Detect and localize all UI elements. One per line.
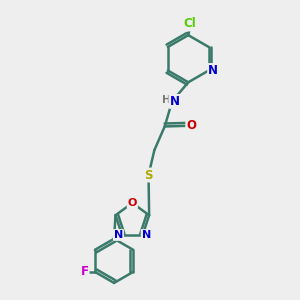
Text: N: N — [169, 95, 179, 108]
Text: H: H — [162, 95, 171, 105]
Text: N: N — [208, 64, 218, 77]
Text: N: N — [142, 230, 151, 240]
Text: O: O — [128, 198, 137, 208]
Text: N: N — [114, 230, 123, 240]
Text: F: F — [81, 266, 88, 278]
Text: S: S — [144, 169, 153, 182]
Text: O: O — [186, 119, 196, 132]
Text: Cl: Cl — [183, 17, 196, 31]
